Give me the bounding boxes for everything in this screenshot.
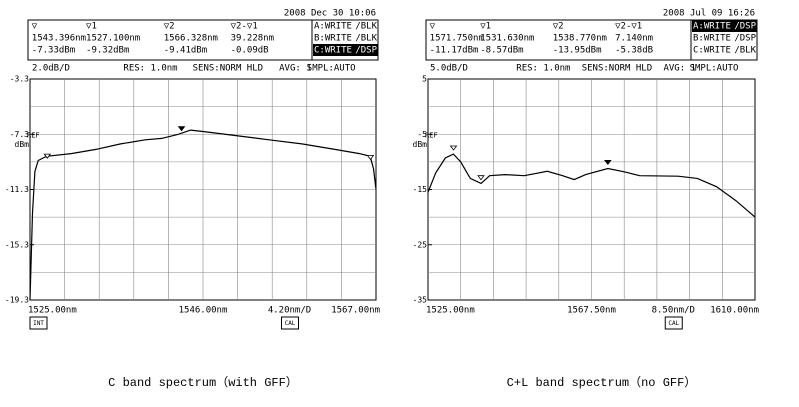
trace-name: B:WRITE (693, 34, 731, 44)
trace-mode: /BLK (355, 34, 377, 44)
ref-label: REF (27, 131, 40, 139)
trace-name: C:WRITE (693, 46, 731, 56)
active-trace (692, 20, 757, 32)
trace-mode: /BLK (734, 46, 756, 56)
x-tick-label: 1546.00nm (179, 306, 228, 316)
status: RES: 1.0nm (123, 64, 177, 74)
y-tick-label: -19.3 (5, 296, 29, 305)
x-tick-label: 1567.50nm (567, 306, 616, 316)
y-tick-label: -15 (413, 185, 428, 194)
trace-mode: /DSP (355, 46, 377, 56)
x-tick-label: 1525.00nm (426, 306, 475, 316)
trace-name: B:WRITE (314, 34, 352, 44)
date: 2008 Dec 30 10:06 (284, 9, 376, 19)
marker-readout: ▽2-▽1 (231, 22, 258, 32)
marker-readout: ▽2 (164, 22, 175, 32)
date: 2008 Jul 09 16:26 (663, 9, 755, 19)
x-tick-label: 1610.00nm (710, 306, 759, 316)
marker (43, 153, 52, 159)
trace-name: A:WRITE (693, 22, 731, 32)
marker-readout: -13.95dBm (553, 46, 602, 56)
icon-box (664, 316, 683, 330)
marker-readout: 1566.328nm (164, 34, 218, 44)
y-tick-label: -11.3 (5, 185, 29, 194)
spectrum-line (29, 129, 377, 301)
status: SENS:NORM HLD (193, 64, 263, 74)
trace-name: A:WRITE (314, 22, 352, 32)
x-tick-label: 1567.00nm (331, 306, 380, 316)
y-tick-label: -35 (413, 296, 428, 305)
header-box (27, 19, 379, 61)
marker-readout: 1543.396nm (32, 34, 86, 44)
header-box (425, 19, 758, 61)
marker-readout: ▽ (32, 22, 38, 32)
marker (366, 154, 375, 161)
status: 2.0dB/D (32, 64, 70, 74)
marker-readout: -9.41dBm (164, 46, 207, 56)
x-tick-label: 1525.00nm (28, 306, 77, 316)
trace-mode: /BLK (355, 22, 377, 32)
marker (604, 159, 612, 166)
status: 5.0dB/D (430, 64, 468, 74)
y-tick-label: -3.3 (10, 75, 29, 84)
marker-readout: 1538.770nm (553, 34, 607, 44)
status: SMPL:AUTO (690, 64, 739, 74)
trace-mode: /DSP (734, 34, 756, 44)
status: SENS:NORM HLD (582, 64, 652, 74)
icon-label: CAL (285, 320, 296, 327)
marker-readout: ▽ (430, 22, 436, 32)
y-tick-label: -7.3 (10, 130, 29, 139)
marker-readout: 39.228nm (231, 34, 274, 44)
ref-label: REF (425, 131, 438, 139)
caption: C+L band spectrum（no GFF） (507, 375, 697, 390)
y-unit: dBm (15, 140, 30, 149)
marker (477, 175, 485, 181)
marker-readout: 1527.100nm (86, 34, 140, 44)
x-scale-label: 8.50nm/D (652, 306, 695, 316)
marker-readout: -9.32dBm (86, 46, 129, 56)
marker (449, 145, 458, 151)
marker-readout: -8.57dBm (480, 46, 523, 56)
icon-box (281, 316, 299, 330)
marker-readout: 1531.630nm (480, 34, 534, 44)
icon-label: INT (33, 320, 44, 327)
status: RES: 1.0nm (516, 64, 570, 74)
y-tick-label: -15.3 (5, 240, 29, 249)
marker-readout: ▽2-▽1 (615, 22, 642, 32)
y-unit: dBm (413, 140, 428, 149)
x-scale-label: 4.20nm/D (268, 306, 311, 316)
marker-readout: 7.140nm (615, 34, 653, 44)
marker-readout: 1571.750nm (430, 34, 484, 44)
y-tick-label: -5 (417, 130, 427, 139)
status: SMPL:AUTO (307, 64, 356, 74)
marker-readout: ▽1 (480, 22, 491, 32)
marker (177, 126, 186, 132)
marker-readout: -7.33dBm (32, 46, 75, 56)
marker-readout: -5.38dB (615, 46, 653, 56)
trace-name: C:WRITE (314, 46, 352, 56)
caption: C band spectrum（with GFF） (108, 375, 298, 390)
marker-readout: -0.09dB (231, 46, 269, 56)
marker-readout: ▽1 (86, 22, 97, 32)
y-tick-label: -25 (413, 240, 428, 249)
icon-label: CAL (668, 320, 679, 327)
marker-readout: -11.17dBm (430, 46, 479, 56)
status: AVG: 1 (279, 64, 312, 74)
active-trace (313, 44, 378, 56)
trace-mode: /DSP (734, 22, 756, 32)
y-tick-label: 5 (422, 75, 427, 84)
marker-readout: ▽2 (553, 22, 564, 32)
icon-box (29, 316, 48, 330)
status: AVG: 1 (663, 64, 696, 74)
spectrum-line (427, 153, 756, 218)
